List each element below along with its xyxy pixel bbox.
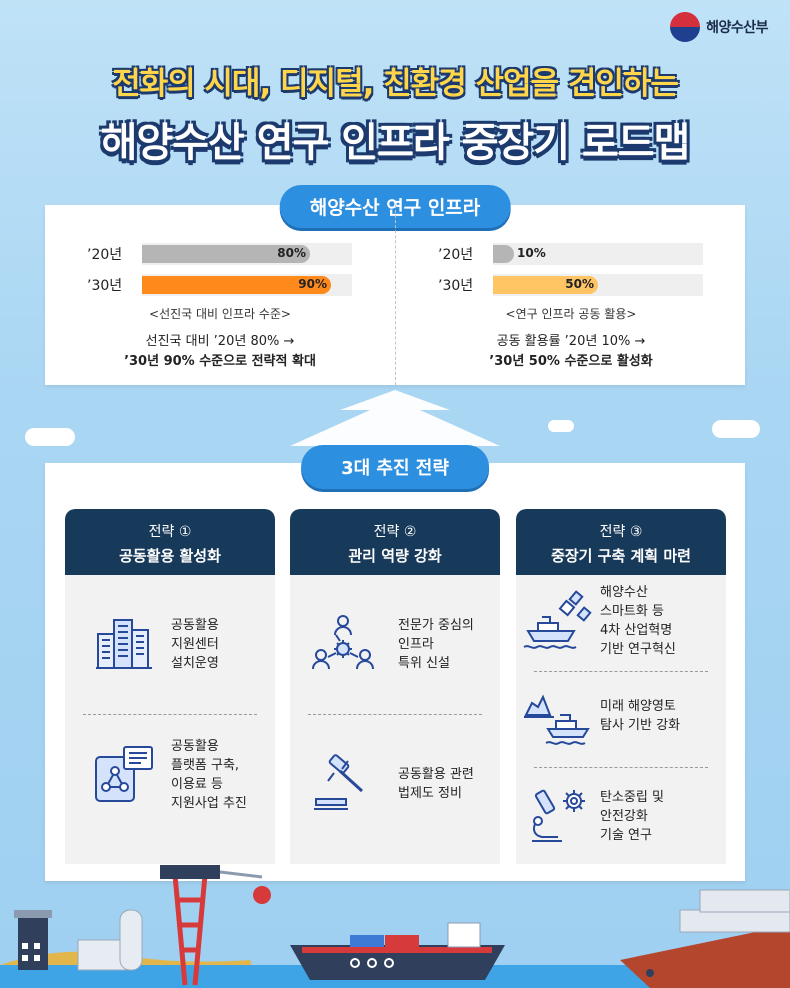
bar-fill: 90% [142, 276, 331, 294]
card-title: 중장기 구축 계획 마련 [551, 547, 691, 565]
card-header: 전략 ② 관리 역량 강화 [290, 509, 500, 575]
year-label: ’30년 [87, 278, 123, 294]
card-number: 전략 ① [148, 524, 192, 540]
description-line: 공동 활용률 ’20년 10% → [496, 334, 646, 349]
bar-value: 90% [298, 277, 327, 291]
microscope-gear-icon [522, 781, 592, 851]
ministry-logo: 해양수산부 [670, 12, 768, 42]
harbor-illustration [0, 865, 790, 988]
infra-level-column: ’20년 80% ’30년 90% <선진국 대비 인프라 수준> 선진국 대비… [45, 205, 395, 385]
chart-note: <연구 인프라 공동 활용> [505, 307, 637, 321]
card-header: 전략 ③ 중장기 구축 계획 마련 [516, 509, 726, 575]
bar-track: 50% [493, 274, 703, 296]
bar-track: 80% [142, 243, 352, 265]
infra-usage-column: ’20년 10% ’30년 50% <연구 인프라 공동 활용> 공동 활용률 … [395, 205, 746, 385]
item-text: 공동활용 관련 법제도 정비 [398, 767, 474, 801]
description-emphasis: ’30년 50% 수준으로 활성화 [489, 354, 653, 369]
item-text: 공동활용 지원센터 설치운영 [171, 617, 219, 671]
year-label: ’30년 [438, 278, 474, 294]
bar-row: ’30년 50% [438, 274, 703, 296]
ministry-name: 해양수산부 [706, 20, 768, 36]
strategy-item: 공동활용 플랫폼 구축, 이용료 등 지원사업 추진 [89, 737, 275, 813]
strategy-card-2: 전략 ② 관리 역량 강화 전문가 중심의 인프라 특위 신설 [290, 509, 500, 864]
bar-value: 80% [277, 246, 306, 260]
infra-description: 선진국 대비 ’20년 80% → ’30년 90% 수준으로 전략적 확대 [45, 332, 395, 372]
bar-fill: 80% [142, 245, 310, 263]
infra-description: 공동 활용률 ’20년 10% → ’30년 50% 수준으로 활성화 [396, 332, 746, 372]
strategy-heading: 3대 추진 전략 [301, 445, 489, 489]
card-number: 전략 ② [373, 524, 417, 540]
bar-row: ’20년 80% [87, 243, 352, 265]
bar-value: 50% [565, 277, 594, 291]
strategy-item: 미래 해양영토 탐사 기반 강화 [522, 681, 726, 751]
satellite-ship-icon [522, 586, 592, 656]
card-title: 관리 역량 강화 [348, 547, 442, 565]
platform-network-icon [89, 740, 159, 810]
cloud [548, 420, 574, 432]
divider [83, 714, 257, 715]
bar-fill [493, 245, 514, 263]
cloud [25, 428, 75, 446]
item-text: 전문가 중심의 인프라 특위 신설 [398, 617, 474, 671]
divider [308, 714, 482, 715]
item-text: 공동활용 플랫폼 구축, 이용료 등 지원사업 추진 [171, 739, 247, 811]
gavel-icon [308, 749, 378, 819]
bar-track: 10% [493, 243, 703, 265]
bar-fill: 50% [493, 276, 598, 294]
strategy-panel: 3대 추진 전략 전략 ① 공동활용 활성화 공동활용 지원센터 설치운영 [45, 445, 745, 881]
card-number: 전략 ③ [599, 524, 643, 540]
strategy-item: 해양수산 스마트화 등 4차 산업혁명 기반 연구혁신 [522, 583, 726, 659]
strategy-item: 공동활용 관련 법제도 정비 [308, 749, 500, 819]
item-text: 탄소중립 및 안전강화 기술 연구 [600, 789, 664, 843]
card-title: 공동활용 활성화 [119, 547, 221, 565]
headline-title: 해양수산 연구 인프라 중장기 로드맵 [100, 120, 691, 166]
infra-panel: 해양수산 연구 인프라 ’20년 80% ’30년 90% <선진국 대비 인프… [45, 185, 746, 385]
iceberg-ship-icon [522, 681, 592, 751]
year-label: ’20년 [87, 247, 123, 263]
description-emphasis: ’30년 90% 수준으로 전략적 확대 [124, 354, 316, 369]
expert-network-icon [308, 609, 378, 679]
card-header: 전략 ① 공동활용 활성화 [65, 509, 275, 575]
up-arrow-icon [290, 390, 500, 446]
taegeuk-logo-icon [670, 12, 701, 42]
strategy-item: 탄소중립 및 안전강화 기술 연구 [522, 781, 726, 851]
cloud [712, 420, 760, 438]
bar-row: ’20년 10% [438, 243, 703, 265]
bar-row: ’30년 90% [87, 274, 352, 296]
strategy-item: 전문가 중심의 인프라 특위 신설 [308, 609, 500, 679]
item-text: 미래 해양영토 탐사 기반 강화 [600, 699, 681, 733]
year-label: ’20년 [438, 247, 474, 263]
divider [534, 767, 708, 768]
headline-subtitle: 전화의 시대, 디지털, 친환경 산업을 견인하는 [112, 66, 679, 102]
item-text: 해양수산 스마트화 등 4차 산업혁명 기반 연구혁신 [600, 585, 676, 657]
strategy-card-1: 전략 ① 공동활용 활성화 공동활용 지원센터 설치운영 [65, 509, 275, 864]
description-line: 선진국 대비 ’20년 80% → [145, 334, 295, 349]
strategy-card-3: 전략 ③ 중장기 구축 계획 마련 해양수산 스마트화 등 4차 산업혁명 기반… [516, 509, 726, 864]
bar-track: 90% [142, 274, 352, 296]
strategy-item: 공동활용 지원센터 설치운영 [89, 609, 275, 679]
divider [534, 671, 708, 672]
building-icon [89, 609, 159, 679]
bar-value: 10% [517, 246, 546, 260]
chart-note: <선진국 대비 인프라 수준> [149, 307, 291, 321]
